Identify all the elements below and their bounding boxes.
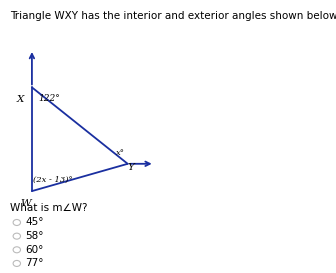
Text: (2x - 13)°: (2x - 13)° xyxy=(33,176,73,184)
Text: W: W xyxy=(20,199,31,208)
Text: 77°: 77° xyxy=(25,259,44,268)
Text: Y: Y xyxy=(128,164,134,172)
Text: X: X xyxy=(17,95,25,104)
Text: 60°: 60° xyxy=(25,245,44,255)
Text: Triangle WXY has the interior and exterior angles shown below.: Triangle WXY has the interior and exteri… xyxy=(10,11,336,21)
Text: 45°: 45° xyxy=(25,218,44,227)
Text: What is m∠W?: What is m∠W? xyxy=(10,203,88,213)
Text: x°: x° xyxy=(116,149,125,157)
Text: 122°: 122° xyxy=(39,94,60,103)
Text: 58°: 58° xyxy=(25,231,44,241)
